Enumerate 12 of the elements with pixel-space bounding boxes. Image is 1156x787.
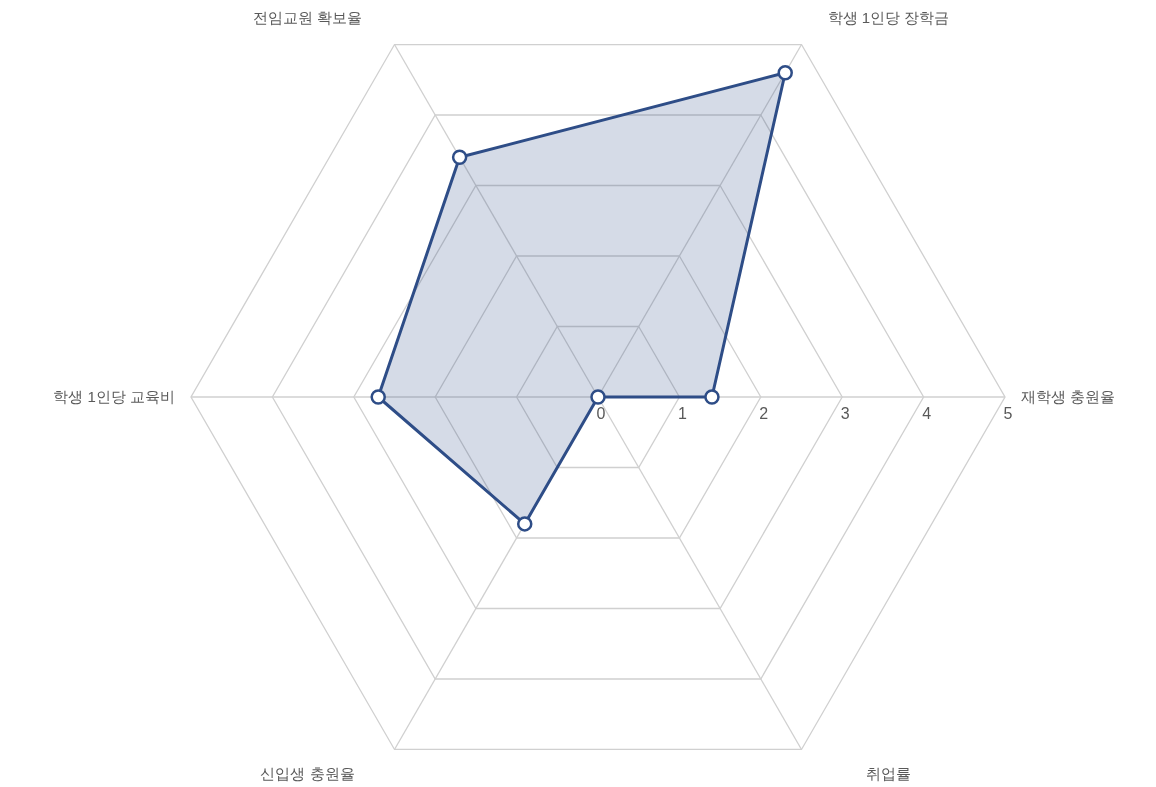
tick: 0	[596, 405, 606, 422]
category-label: 신입생 충원율	[260, 765, 355, 783]
category-label: 전임교원 확보율	[252, 8, 363, 26]
tick: 5	[1003, 405, 1013, 422]
tick: 2	[759, 405, 769, 422]
tick: 1	[677, 405, 687, 422]
tick: 3	[840, 405, 850, 422]
category-label: 학생 1인당 장학금	[827, 8, 950, 26]
category-label: 재학생 충원율	[1021, 388, 1116, 405]
category-label: 학생 1인당 교육비	[53, 388, 175, 405]
category-label: 취업률	[866, 765, 911, 783]
tick: 4	[922, 405, 932, 422]
